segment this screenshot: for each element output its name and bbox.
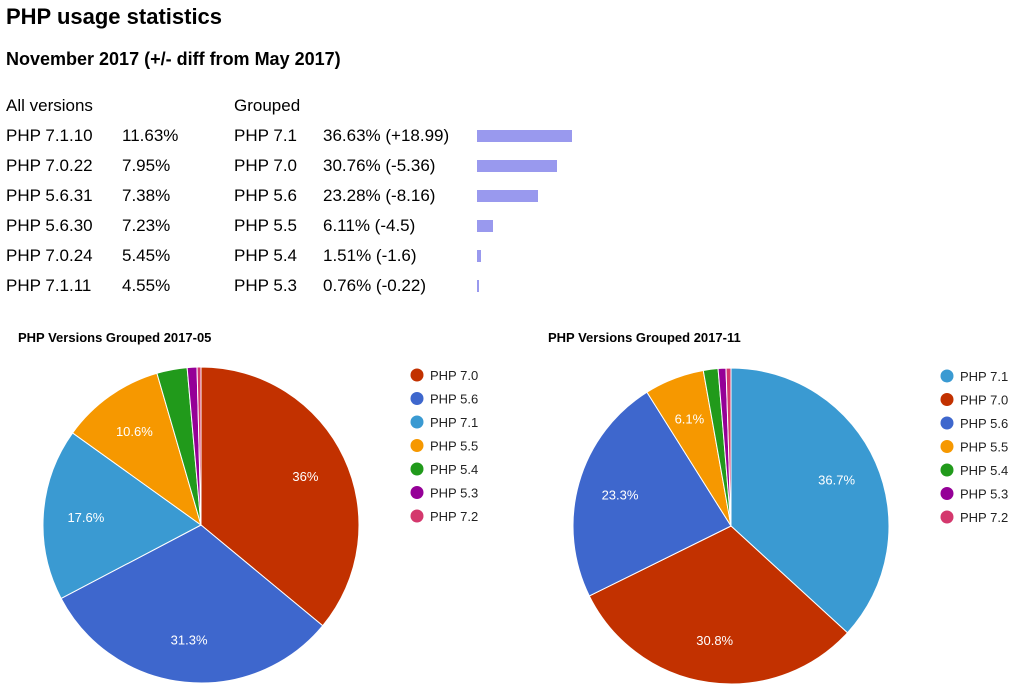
legend-label: PHP 7.0 [960,393,1008,408]
group-version-name: PHP 5.4 [234,246,298,265]
all-version-pct: 7.95% [122,156,171,175]
page-title: PHP usage statistics [6,4,223,29]
legend-label: PHP 5.5 [430,439,478,454]
legend-swatch [410,392,424,405]
all-version-name: PHP 7.0.22 [6,156,93,175]
legend-swatch [940,510,954,524]
all-version-pct: 7.23% [122,216,171,235]
legend-swatch [410,509,424,523]
page-subtitle: November 2017 (+/- diff from May 2017) [6,49,341,69]
pie-chart-2017-05: PHP Versions Grouped 2017-05 36% 31.3% 17.… [0,320,500,690]
pie-slice-php-5-6 [572,391,732,597]
legend-label: PHP 5.5 [960,440,1008,455]
legend-swatch [410,439,424,452]
pie-slice-php-7-2 [196,366,202,526]
pie-slice-label: 17.6% [67,510,104,525]
usage-bar [477,280,479,292]
pie-chart-svg: 36% 31.3% 17.6% 10.6% PHP 7.0 PHP 5.6 PHP 7.1 P… [42,366,478,684]
legend-swatch [940,487,954,500]
legend-swatch [410,462,424,476]
usage-bar [477,190,538,202]
pie-slice-label: 36% [292,469,318,484]
group-version-value: 36.63% (+18.99) [323,126,450,145]
pie-slice-php-7-2 [725,367,732,527]
all-version-name: PHP 7.1.11 [6,276,92,295]
legend-label: PHP 7.1 [960,369,1008,384]
legend-swatch [940,416,954,430]
legend-label: PHP 5.3 [960,487,1008,502]
pie-slice-label: 30.8% [696,633,733,648]
group-version-value: 30.76% (-5.36) [323,156,436,175]
pie-slice-php-7-1 [730,367,890,634]
group-version-name: PHP 7.1 [234,126,298,145]
pie-chart-2017-11: PHP Versions Grouped 2017-11 36.7% 30.8% 2… [530,320,1024,690]
pie-slice-label: 10.6% [116,424,153,439]
group-version-value: 0.76% (-0.22) [323,276,426,295]
legend-swatch [410,486,424,499]
pie-slice-php-7-0 [588,525,849,685]
legend-label: PHP 7.2 [960,510,1008,525]
all-version-pct: 5.45% [122,246,171,265]
pie-slice-label: 31.3% [171,633,208,648]
chart-title: PHP Versions Grouped 2017-05 [18,330,212,345]
legend-label: PHP 7.0 [430,368,478,383]
legend-label: PHP 5.6 [960,416,1008,431]
legend-label: PHP 5.4 [430,462,478,477]
pie-slice-php-7-1 [42,432,202,600]
legend-label: PHP 5.4 [960,463,1008,478]
usage-bar [477,160,557,172]
legend-swatch [410,368,424,382]
usage-bar [477,250,481,262]
legend-label: PHP 7.2 [430,509,478,524]
pie-slice-label: 6.1% [675,411,705,426]
all-version-name: PHP 7.1.10 [6,126,93,145]
group-version-name: PHP 5.3 [234,276,298,295]
pie-slice-php-7-0 [200,366,360,627]
all-version-pct: 7.38% [122,186,171,205]
all-version-name: PHP 7.0.24 [6,246,93,265]
legend-swatch [940,440,954,453]
legend-label: PHP 5.3 [430,486,478,501]
group-version-value: 1.51% (-1.6) [323,246,417,265]
legend-swatch [410,415,424,429]
all-version-pct: 11.63% [122,126,179,145]
pie-slice-label: 23.3% [602,488,639,503]
legend-label: PHP 7.1 [430,415,478,430]
pie-slice-php-5-5 [71,372,202,527]
chart-title: PHP Versions Grouped 2017-11 [548,330,741,345]
group-version-name: PHP 7.0 [234,156,298,175]
group-version-name: PHP 5.5 [234,216,298,235]
pie-slice-label: 36.7% [818,473,855,488]
all-version-name: PHP 5.6.31 [6,186,93,205]
all-versions-header: All versions [6,96,93,115]
pie-chart-svg: 36.7% 30.8% 23.3% 6.1% PHP 7.1 PHP 7.0 PHP 5.6… [572,367,1008,685]
legend-swatch [940,369,954,383]
legend-label: PHP 5.6 [430,392,478,407]
legend-swatch [940,463,954,477]
usage-bar [477,130,573,142]
all-version-name: PHP 5.6.30 [6,216,93,235]
legend-swatch [940,393,954,406]
all-version-pct: 4.55% [122,276,171,295]
group-version-name: PHP 5.6 [234,186,298,205]
usage-bar [477,220,493,232]
group-version-value: 23.28% (-8.16) [323,186,436,205]
grouped-header: Grouped [234,96,301,115]
group-version-value: 6.11% (-4.5) [323,216,416,235]
